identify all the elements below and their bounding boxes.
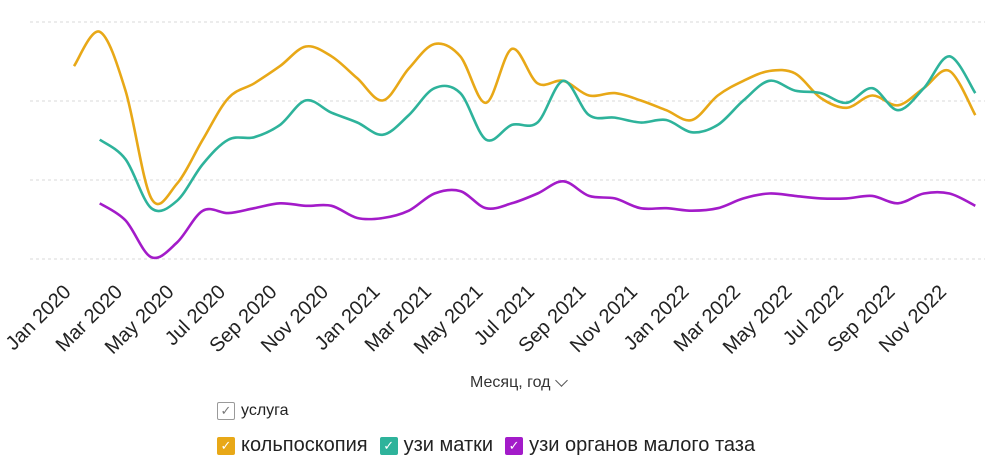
legend-header: ✓ услуга: [217, 402, 289, 420]
series-line-0[interactable]: [72, 30, 977, 206]
legend-label: узи органов малого таза: [529, 434, 756, 456]
series-line-1[interactable]: [98, 55, 977, 213]
legend-title: услуга: [241, 402, 289, 419]
legend-item-uzi-organov[interactable]: ✓ узи органов малого таза: [505, 434, 755, 457]
x-axis-title[interactable]: Месяц, год: [470, 374, 568, 392]
legend-item-kolposkopiya[interactable]: ✓ кольпоскопия: [217, 434, 368, 457]
grid-lines: [30, 21, 985, 260]
legend-label: кольпоскопия: [241, 434, 368, 456]
legend-item-uzi-matki[interactable]: ✓ узи матки: [379, 434, 494, 457]
legend-label: узи матки: [403, 434, 494, 456]
x-axis-title-text: Месяц, год: [470, 374, 551, 391]
legend-all-checkbox[interactable]: ✓: [217, 402, 235, 420]
chevron-down-icon: [554, 374, 568, 387]
series-lines: [72, 30, 977, 260]
legend-checkbox[interactable]: ✓: [379, 436, 398, 455]
legend-checkbox[interactable]: ✓: [505, 436, 524, 455]
legend: ✓ кольпоскопия ✓ узи матки ✓ узи органов…: [217, 434, 767, 457]
legend-checkbox[interactable]: ✓: [217, 436, 235, 455]
series-line-2[interactable]: [99, 180, 976, 260]
